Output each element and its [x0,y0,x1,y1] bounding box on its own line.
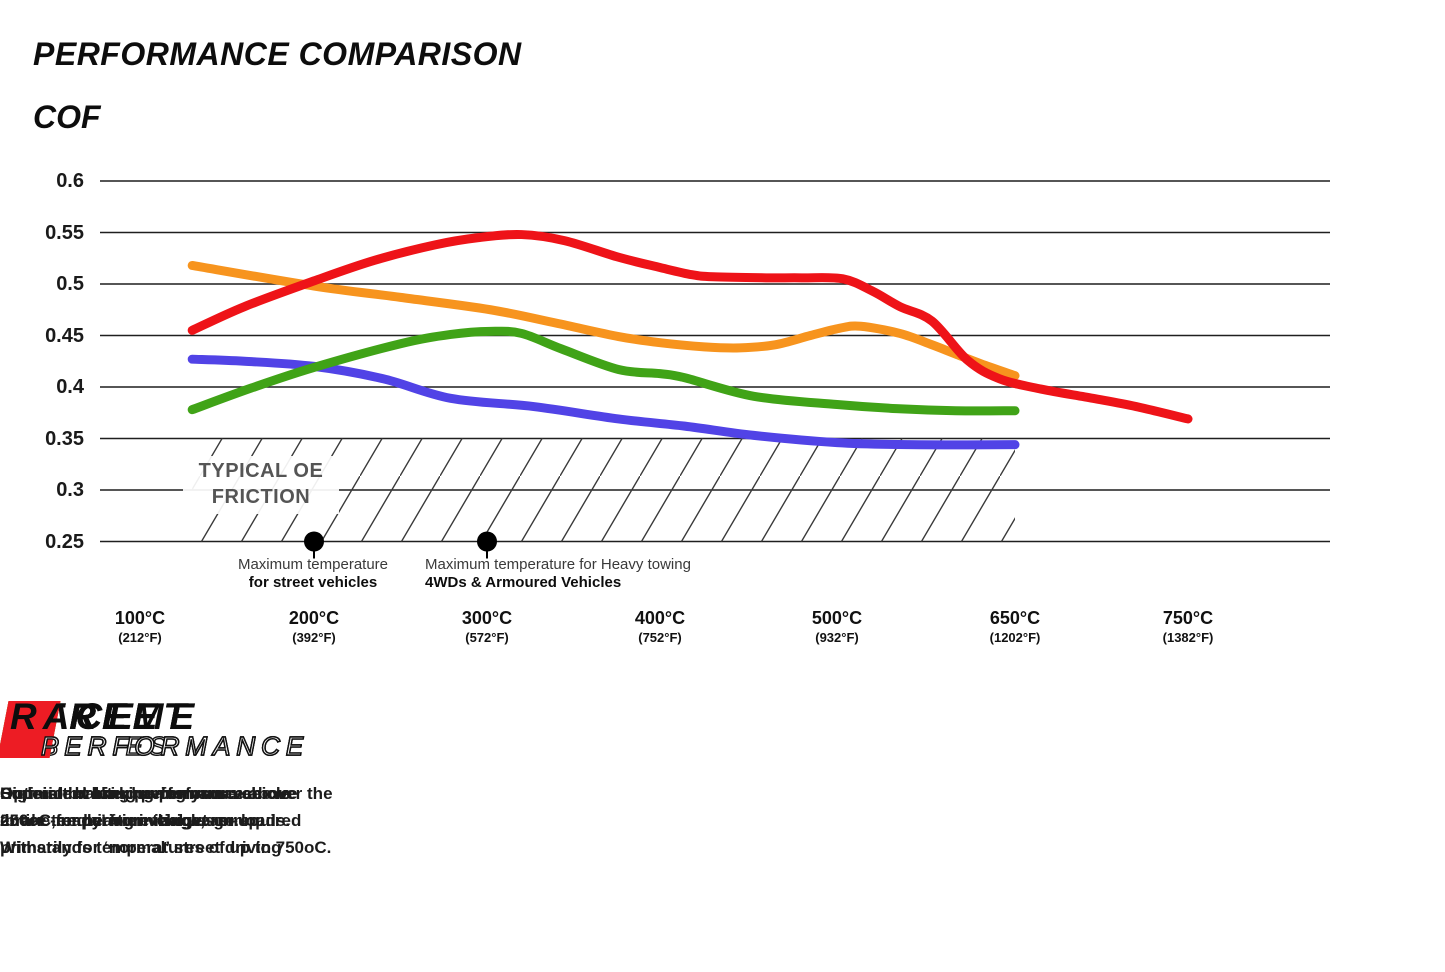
temperature-markers [304,531,497,559]
annotation-line1: Maximum temperature for Heavy towing [425,556,691,573]
x-tick-celsius: 100°C [114,608,166,628]
annotation-towing-max-temp: Maximum temperature for Heavy towing 4WD… [425,556,755,592]
x-tick-label-400°C: 400°C (752°F) [574,608,746,645]
x-tick-celsius: 200°C [288,608,340,628]
y-tick-label-0.35: 0.35 [45,427,84,450]
x-tick-fahrenheit: (1202°F) [989,630,1041,645]
series-line-street-series [187,354,1020,450]
band-label: TYPICAL OE FRICTION [183,456,339,514]
y-tick-label-0.55: 0.55 [45,221,84,244]
page-title: PERFORMANCE COMPARISON [33,36,522,72]
race-performance-description: Optimal braking performance above 250oC,… [0,784,332,857]
race-performance-logo-word2: PERFORMANCE [40,730,310,761]
street-performance-description: Superior braking performance above 200oC… [0,784,298,830]
race-performance-logo: PERFORMANCE RACE [0,696,340,764]
annotation-line1: Maximum temperature [237,556,389,573]
y-tick-label-0.25: 0.25 [45,530,84,553]
street-series-description: Consistent braking performance over the … [0,784,333,857]
x-tick-celsius: 750°C [1162,608,1214,628]
band-label-line1: TYPICAL OE [198,460,324,482]
x-tick-fahrenheit: (1382°F) [1162,630,1214,645]
x-tick-label-650°C: 650°C (1202°F) [929,608,1101,645]
xtreme-performance-logo-word2: PERFORMANCE [40,730,310,761]
xtreme-performance-description: High initial bite, having your vehicle ‘… [0,784,290,830]
race-performance-logo-word1: RACE [10,696,139,737]
series-line-xtreme-performance [187,260,1020,381]
x-tick-label-100°C: 100°C (212°F) [54,608,226,645]
y-tick-label-0.6: 0.6 [56,170,84,192]
y-tick-label-0.5: 0.5 [56,273,84,295]
y-tick-label-0.3: 0.3 [56,479,84,501]
y-axis-title: COF [33,99,101,135]
x-tick-fahrenheit: (212°F) [118,630,162,645]
x-tick-label-200°C: 200°C (392°F) [228,608,400,645]
annotation-line2: 4WDs & Armoured Vehicles [425,574,622,591]
band-label-line2: FRICTION [211,486,311,508]
annotation-line2: for street vehicles [248,574,378,591]
x-tick-label-300°C: 300°C (572°F) [401,608,573,645]
x-tick-celsius: 400°C [634,608,686,628]
x-tick-fahrenheit: (932°F) [815,630,859,645]
marker-dot-1 [477,531,497,552]
x-tick-fahrenheit: (752°F) [638,630,682,645]
y-tick-label-0.45: 0.45 [45,324,84,347]
x-tick-celsius: 300°C [461,608,513,628]
annotation-street-max-temp: Maximum temperature for street vehicles [163,556,463,592]
x-tick-celsius: 650°C [989,608,1041,628]
series-curves [187,229,1193,450]
legend-street-series: SERIES STREET Consistent braking perform… [0,696,340,861]
x-tick-celsius: 500°C [811,608,863,628]
series-line-street-performance [187,326,1020,416]
legend-xtreme-performance: PERFORMANCE XTREME High initial bite, ha… [0,696,340,834]
x-tick-label-750°C: 750°C (1382°F) [1102,608,1274,645]
legend-race-performance: PERFORMANCE RACE Optimal braking perform… [0,696,340,861]
x-tick-fahrenheit: (392°F) [292,630,336,645]
series-line-race-performance [187,229,1193,424]
marker-dot-0 [304,531,324,552]
street-performance-logo-word2: PERFORMANCE [40,730,310,761]
x-tick-label-500°C: 500°C (932°F) [751,608,923,645]
y-tick-label-0.4: 0.4 [56,376,84,398]
x-tick-fahrenheit: (572°F) [465,630,509,645]
street-series-logo-word2: SERIES [40,730,173,761]
